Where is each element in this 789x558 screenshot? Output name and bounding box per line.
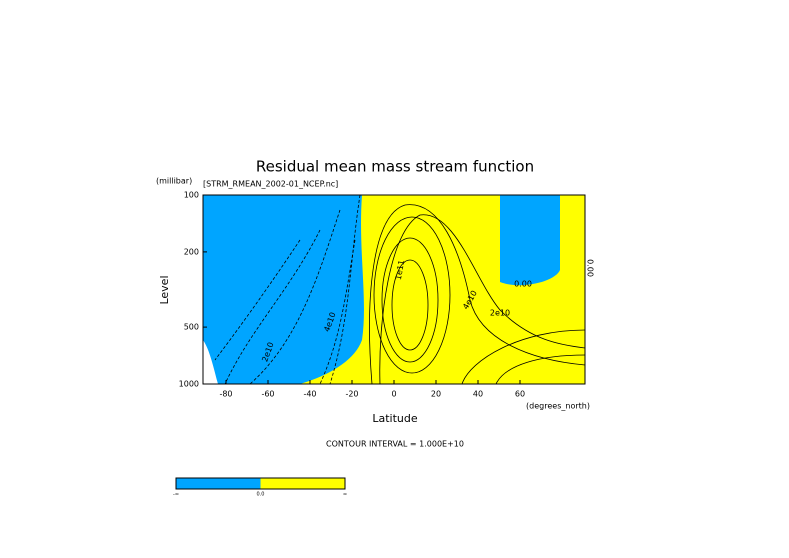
footer: CONTOUR INTERVAL = 1.000E+10 bbox=[326, 440, 464, 449]
contour-line bbox=[329, 194, 361, 385]
x-tick-label: -60 bbox=[261, 390, 274, 399]
y-tick-label: 500 bbox=[184, 323, 199, 332]
y-tick-label: 1000 bbox=[179, 380, 199, 389]
x-unit: (degrees_north) bbox=[526, 402, 590, 411]
y-tick-label: 200 bbox=[184, 247, 199, 256]
subtitle: [STRM_RMEAN_2002-01_NCEP.nc] bbox=[203, 180, 338, 189]
colorbar-label: ∞ bbox=[343, 492, 347, 498]
contour-label: 0.00 bbox=[586, 259, 595, 277]
x-tick-label: 0 bbox=[391, 390, 396, 399]
colorbar-label: -∞ bbox=[173, 492, 179, 498]
contour-line bbox=[495, 354, 586, 385]
y-unit: (millibar) bbox=[156, 177, 192, 186]
contour-line bbox=[224, 229, 321, 385]
contour-field bbox=[203, 194, 586, 385]
contour-line bbox=[461, 329, 586, 385]
x-tick-label: 60 bbox=[515, 390, 525, 399]
contour-label: 1e11 bbox=[394, 259, 406, 280]
x-tick-label: 20 bbox=[431, 390, 441, 399]
x-tick-label: -40 bbox=[303, 390, 316, 399]
colorbar-segment bbox=[260, 478, 345, 489]
contour-line bbox=[391, 259, 429, 351]
colorbar-segment bbox=[176, 478, 261, 489]
contour-line bbox=[379, 214, 586, 385]
contour-line bbox=[373, 216, 451, 374]
y-axis-label: Level bbox=[158, 275, 171, 304]
missing-region bbox=[203, 340, 218, 384]
colorbar-label: 0.0 bbox=[257, 492, 265, 498]
x-axis-label: Latitude bbox=[372, 412, 418, 425]
x-tick-label: -80 bbox=[219, 390, 232, 399]
contour-line bbox=[214, 239, 301, 361]
contour-line bbox=[381, 237, 439, 363]
contour-line bbox=[319, 239, 356, 385]
negative-region bbox=[500, 195, 560, 286]
chart-title: Residual mean mass stream function bbox=[256, 158, 534, 176]
colorbar-frame bbox=[175, 477, 346, 490]
colorbar: -∞ 0.0 ∞ bbox=[173, 477, 347, 498]
contour-label: 2e10 bbox=[490, 309, 510, 318]
x-tick-label: 40 bbox=[473, 390, 483, 399]
contour-label: 0.00 bbox=[514, 280, 532, 289]
y-tick-label: 100 bbox=[184, 191, 199, 200]
x-tick-label: -20 bbox=[345, 390, 358, 399]
